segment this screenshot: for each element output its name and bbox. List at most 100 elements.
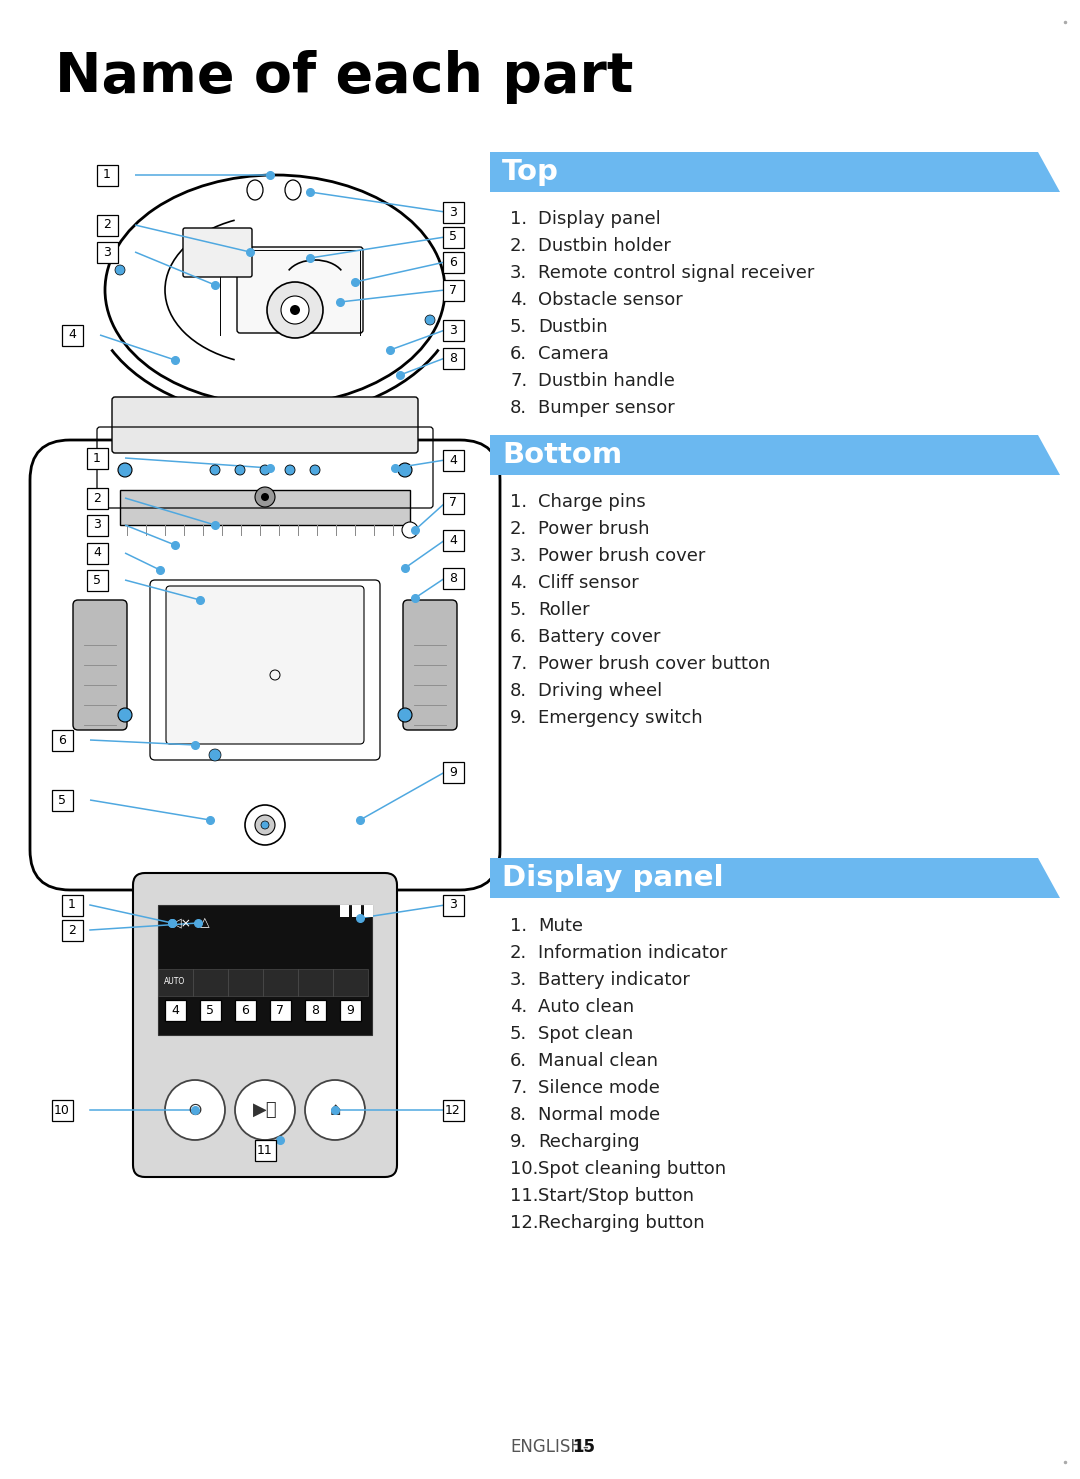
- Text: ▶⏸: ▶⏸: [253, 1100, 278, 1120]
- Text: 5: 5: [449, 231, 457, 244]
- Bar: [364, 905, 373, 917]
- Circle shape: [426, 315, 435, 325]
- Text: Power brush: Power brush: [538, 521, 649, 538]
- Text: 11: 11: [257, 1143, 273, 1157]
- Text: Name of each part: Name of each part: [55, 50, 633, 104]
- Polygon shape: [1038, 858, 1059, 898]
- Circle shape: [281, 296, 309, 324]
- FancyBboxPatch shape: [443, 319, 463, 340]
- Text: 6: 6: [449, 256, 457, 269]
- Text: 3.: 3.: [510, 972, 527, 989]
- Text: Manual clean: Manual clean: [538, 1052, 658, 1069]
- Text: Recharging: Recharging: [538, 1133, 639, 1151]
- FancyBboxPatch shape: [270, 1000, 291, 1021]
- FancyBboxPatch shape: [298, 969, 333, 995]
- FancyBboxPatch shape: [443, 529, 463, 550]
- Circle shape: [260, 464, 270, 475]
- FancyBboxPatch shape: [86, 488, 108, 509]
- FancyBboxPatch shape: [443, 201, 463, 222]
- Text: 7.: 7.: [510, 655, 527, 673]
- FancyBboxPatch shape: [443, 1099, 463, 1121]
- Text: 8.: 8.: [510, 1106, 527, 1124]
- Text: ⊙: ⊙: [188, 1100, 203, 1120]
- FancyBboxPatch shape: [183, 228, 252, 277]
- Text: Display panel: Display panel: [538, 210, 661, 228]
- FancyBboxPatch shape: [443, 895, 463, 916]
- Text: 6: 6: [58, 734, 66, 747]
- FancyBboxPatch shape: [443, 762, 463, 782]
- Text: 11.: 11.: [510, 1188, 539, 1205]
- Text: 7: 7: [449, 497, 457, 509]
- Text: 10: 10: [54, 1103, 70, 1117]
- Text: 7.: 7.: [510, 1080, 527, 1097]
- FancyBboxPatch shape: [443, 450, 463, 470]
- Text: 3: 3: [449, 324, 457, 337]
- Circle shape: [118, 463, 132, 478]
- Text: Camera: Camera: [538, 345, 609, 362]
- Circle shape: [118, 708, 132, 722]
- Text: 1: 1: [68, 899, 76, 911]
- Text: Power brush cover: Power brush cover: [538, 547, 705, 565]
- Circle shape: [235, 1080, 295, 1140]
- Text: 5: 5: [93, 574, 102, 587]
- FancyBboxPatch shape: [166, 586, 364, 744]
- Text: 5.: 5.: [510, 318, 527, 336]
- Circle shape: [291, 305, 300, 315]
- Text: 10.: 10.: [510, 1160, 538, 1177]
- Text: Spot cleaning button: Spot cleaning button: [538, 1160, 726, 1177]
- Text: 3.: 3.: [510, 263, 527, 282]
- Text: 1.: 1.: [510, 493, 527, 512]
- Polygon shape: [490, 152, 1038, 192]
- Text: 5.: 5.: [510, 600, 527, 620]
- FancyBboxPatch shape: [193, 969, 228, 995]
- Circle shape: [255, 815, 275, 836]
- Text: 12: 12: [445, 1103, 461, 1117]
- FancyBboxPatch shape: [73, 600, 127, 731]
- Text: Dustbin handle: Dustbin handle: [538, 373, 675, 390]
- Text: 1: 1: [93, 451, 100, 464]
- Text: Mute: Mute: [538, 917, 583, 935]
- Text: 3: 3: [449, 899, 457, 911]
- Circle shape: [165, 1080, 225, 1140]
- Circle shape: [255, 487, 275, 507]
- Text: Dustbin holder: Dustbin holder: [538, 237, 671, 254]
- Text: 4: 4: [93, 547, 100, 559]
- Circle shape: [245, 805, 285, 845]
- Ellipse shape: [247, 180, 264, 200]
- FancyBboxPatch shape: [164, 1000, 186, 1021]
- Text: 9.: 9.: [510, 1133, 527, 1151]
- Text: Battery cover: Battery cover: [538, 629, 661, 646]
- Text: 7: 7: [276, 1003, 284, 1016]
- Text: Emergency switch: Emergency switch: [538, 708, 703, 728]
- Text: 7.: 7.: [510, 373, 527, 390]
- Circle shape: [114, 265, 125, 275]
- Ellipse shape: [105, 175, 445, 405]
- Text: Obstacle sensor: Obstacle sensor: [538, 291, 683, 309]
- Text: 2: 2: [93, 491, 100, 504]
- Text: 2: 2: [68, 923, 76, 936]
- FancyBboxPatch shape: [86, 543, 108, 563]
- Circle shape: [399, 463, 411, 478]
- FancyBboxPatch shape: [234, 1000, 256, 1021]
- Circle shape: [235, 464, 245, 475]
- Text: Auto clean: Auto clean: [538, 998, 634, 1016]
- Text: 1.: 1.: [510, 210, 527, 228]
- Polygon shape: [490, 435, 1038, 475]
- Text: 5: 5: [206, 1003, 214, 1016]
- Text: Display panel: Display panel: [502, 864, 724, 892]
- Text: 8: 8: [311, 1003, 319, 1016]
- Text: △: △: [200, 917, 210, 929]
- FancyBboxPatch shape: [443, 348, 463, 368]
- Text: 7: 7: [449, 284, 457, 296]
- FancyBboxPatch shape: [120, 490, 410, 525]
- Text: 3: 3: [103, 246, 111, 259]
- FancyBboxPatch shape: [333, 969, 368, 995]
- Text: 4.: 4.: [510, 998, 527, 1016]
- Text: 2: 2: [103, 219, 111, 232]
- FancyBboxPatch shape: [403, 600, 457, 731]
- Text: 9: 9: [449, 766, 457, 778]
- FancyBboxPatch shape: [150, 580, 380, 760]
- FancyBboxPatch shape: [255, 1139, 275, 1161]
- Circle shape: [261, 821, 269, 830]
- FancyBboxPatch shape: [443, 226, 463, 247]
